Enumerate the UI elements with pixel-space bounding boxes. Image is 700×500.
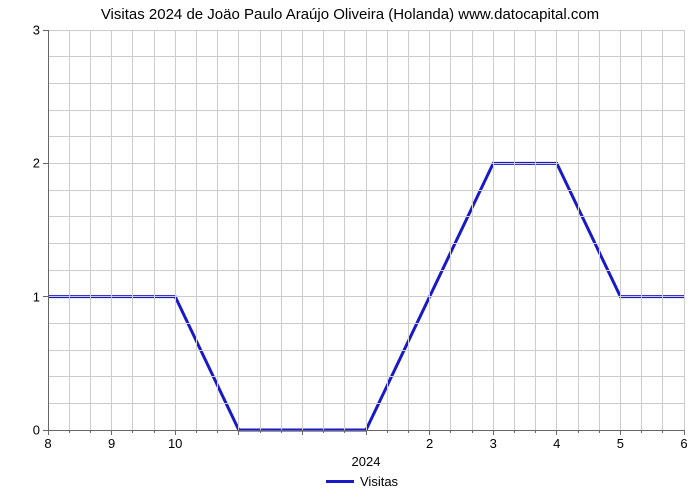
x-tick-mark-minor [154, 430, 155, 433]
x-tick-mark [620, 430, 621, 435]
grid-line-vertical-minor [196, 30, 197, 430]
grid-line-vertical [429, 30, 430, 430]
grid-line-vertical-minor [132, 30, 133, 430]
x-tick-mark-minor [196, 430, 197, 433]
grid-line-horizontal-minor [48, 323, 684, 324]
grid-line-vertical [175, 30, 176, 430]
grid-line-vertical [620, 30, 621, 430]
x-tick-label: 6 [680, 436, 687, 451]
grid-line-vertical-minor [260, 30, 261, 430]
x-tick-label: 5 [617, 436, 624, 451]
y-tick-mark [43, 30, 48, 31]
x-tick-mark [556, 430, 557, 435]
grid-line-horizontal [48, 30, 684, 31]
y-axis-line [48, 30, 49, 430]
x-tick-mark-minor [323, 430, 324, 433]
grid-line-horizontal-minor [48, 83, 684, 84]
grid-line-vertical-minor [578, 30, 579, 430]
x-tick-mark-minor [132, 430, 133, 433]
legend: Visitas [326, 474, 398, 489]
x-tick-mark-minor [472, 430, 473, 433]
x-tick-label: 4 [553, 436, 560, 451]
plot-area [48, 30, 684, 430]
grid-line-horizontal [48, 296, 684, 297]
x-tick-mark [238, 430, 239, 435]
x-tick-mark [48, 430, 49, 435]
grid-line-vertical-minor [535, 30, 536, 430]
y-tick-label: 2 [10, 156, 40, 171]
grid-line-horizontal-minor [48, 403, 684, 404]
grid-line-horizontal-minor [48, 110, 684, 111]
legend-label: Visitas [360, 474, 398, 489]
grid-line-vertical-minor [450, 30, 451, 430]
x-tick-mark-minor [281, 430, 282, 433]
x-tick-label: 9 [108, 436, 115, 451]
grid-line-vertical-minor [472, 30, 473, 430]
x-tick-mark-minor [662, 430, 663, 433]
x-tick-mark-minor [599, 430, 600, 433]
grid-line-vertical [302, 30, 303, 430]
grid-line-vertical [684, 30, 685, 430]
x-tick-mark-minor [387, 430, 388, 433]
x-tick-label: 3 [490, 436, 497, 451]
grid-line-vertical-minor [69, 30, 70, 430]
grid-line-vertical-minor [408, 30, 409, 430]
x-tick-mark-minor [641, 430, 642, 433]
grid-line-horizontal-minor [48, 350, 684, 351]
x-tick-mark-minor [217, 430, 218, 433]
grid-line-vertical-minor [344, 30, 345, 430]
grid-line-horizontal-minor [48, 216, 684, 217]
x-tick-mark [684, 430, 685, 435]
y-tick-label: 3 [10, 23, 40, 38]
grid-line-vertical [111, 30, 112, 430]
x-tick-mark-minor [408, 430, 409, 433]
y-tick-mark [43, 163, 48, 164]
x-tick-mark-minor [578, 430, 579, 433]
y-tick-label: 0 [10, 423, 40, 438]
x-tick-mark [429, 430, 430, 435]
grid-line-vertical [556, 30, 557, 430]
grid-line-vertical [366, 30, 367, 430]
grid-line-vertical-minor [662, 30, 663, 430]
x-tick-mark [302, 430, 303, 435]
grid-line-vertical-minor [281, 30, 282, 430]
grid-line-vertical-minor [641, 30, 642, 430]
x-tick-label: 8 [44, 436, 51, 451]
y-tick-mark [43, 296, 48, 297]
x-tick-mark-minor [90, 430, 91, 433]
grid-line-horizontal-minor [48, 190, 684, 191]
grid-line-horizontal-minor [48, 56, 684, 57]
chart-container: Visitas 2024 de Joäo Paulo Araújo Olivei… [0, 0, 700, 500]
x-tick-label: 10 [168, 436, 182, 451]
x-tick-mark-minor [260, 430, 261, 433]
grid-line-vertical-minor [154, 30, 155, 430]
grid-line-vertical-minor [90, 30, 91, 430]
grid-line-horizontal-minor [48, 376, 684, 377]
legend-swatch [326, 480, 354, 483]
x-tick-mark-minor [450, 430, 451, 433]
x-tick-mark-minor [69, 430, 70, 433]
grid-line-vertical [238, 30, 239, 430]
grid-line-horizontal-minor [48, 270, 684, 271]
x-axis-title: 2024 [48, 454, 684, 469]
grid-line-horizontal-minor [48, 243, 684, 244]
x-tick-mark-minor [514, 430, 515, 433]
x-tick-mark-minor [535, 430, 536, 433]
grid-line-vertical-minor [599, 30, 600, 430]
y-tick-label: 1 [10, 289, 40, 304]
x-tick-mark [493, 430, 494, 435]
grid-line-vertical-minor [387, 30, 388, 430]
x-tick-mark [175, 430, 176, 435]
grid-line-vertical-minor [514, 30, 515, 430]
grid-line-horizontal [48, 163, 684, 164]
x-tick-mark-minor [344, 430, 345, 433]
grid-line-vertical-minor [323, 30, 324, 430]
grid-line-horizontal-minor [48, 136, 684, 137]
grid-line-vertical-minor [217, 30, 218, 430]
x-tick-mark [111, 430, 112, 435]
grid-line-vertical [493, 30, 494, 430]
x-tick-label: 2 [426, 436, 433, 451]
x-tick-mark [366, 430, 367, 435]
chart-title: Visitas 2024 de Joäo Paulo Araújo Olivei… [0, 6, 700, 23]
